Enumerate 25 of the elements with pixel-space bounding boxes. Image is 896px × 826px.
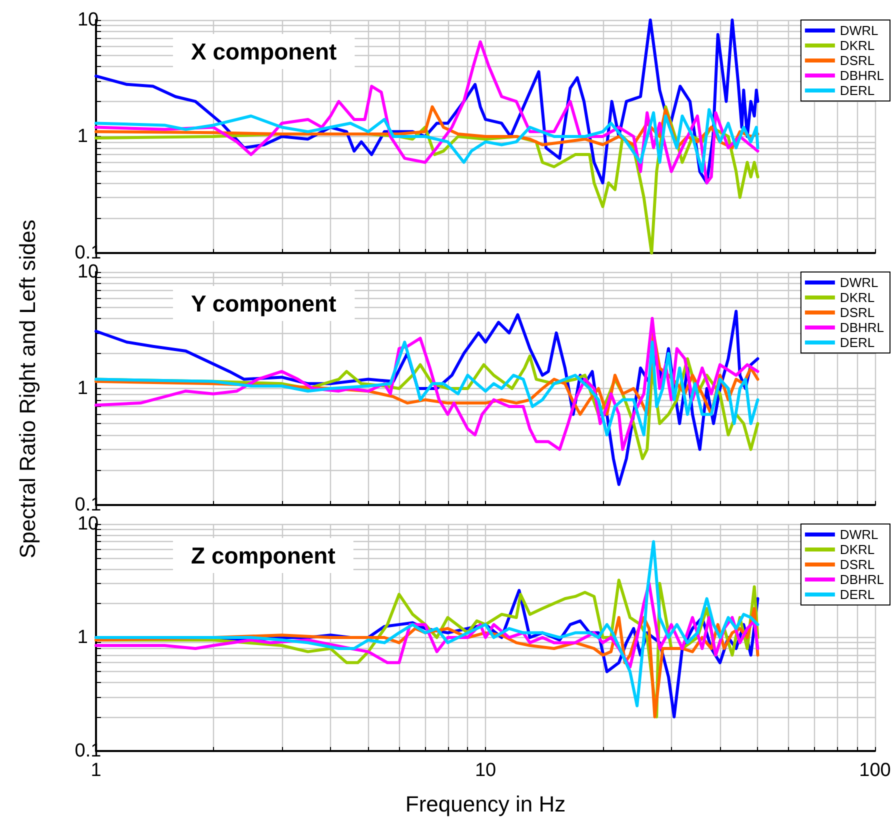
y-axis-title: Spectral Ratio Right and Left sides bbox=[15, 220, 41, 558]
text: Z component bbox=[191, 542, 336, 568]
x-axis-title: Frequency in Hz bbox=[405, 792, 566, 816]
y-tick-label: 1 bbox=[77, 627, 88, 648]
legend-label: DKRL bbox=[840, 290, 875, 305]
text: X component bbox=[191, 38, 338, 64]
x-tick-label: 100 bbox=[859, 760, 891, 781]
legend-label: DWRL bbox=[840, 23, 878, 38]
legend-label: DWRL bbox=[840, 527, 878, 542]
legend-label: DBHRL bbox=[840, 68, 884, 83]
legend-label: DERL bbox=[840, 335, 875, 350]
legend-label: DSRL bbox=[840, 305, 875, 320]
legend-label: DKRL bbox=[840, 542, 875, 557]
text: Y component bbox=[191, 290, 337, 316]
y-tick-label: 1 bbox=[77, 126, 88, 147]
legend-label: DWRL bbox=[840, 275, 878, 290]
legend-label: DKRL bbox=[840, 38, 875, 53]
legend-label: DBHRL bbox=[840, 320, 884, 335]
legend-label: DBHRL bbox=[840, 572, 884, 587]
legend-label: DERL bbox=[840, 83, 875, 98]
x-tick-label: 10 bbox=[474, 760, 496, 781]
legend-label: DSRL bbox=[840, 53, 875, 68]
y-tick-label: 1 bbox=[77, 378, 88, 399]
legend-label: DERL bbox=[840, 587, 875, 602]
legend-label: DSRL bbox=[840, 557, 875, 572]
